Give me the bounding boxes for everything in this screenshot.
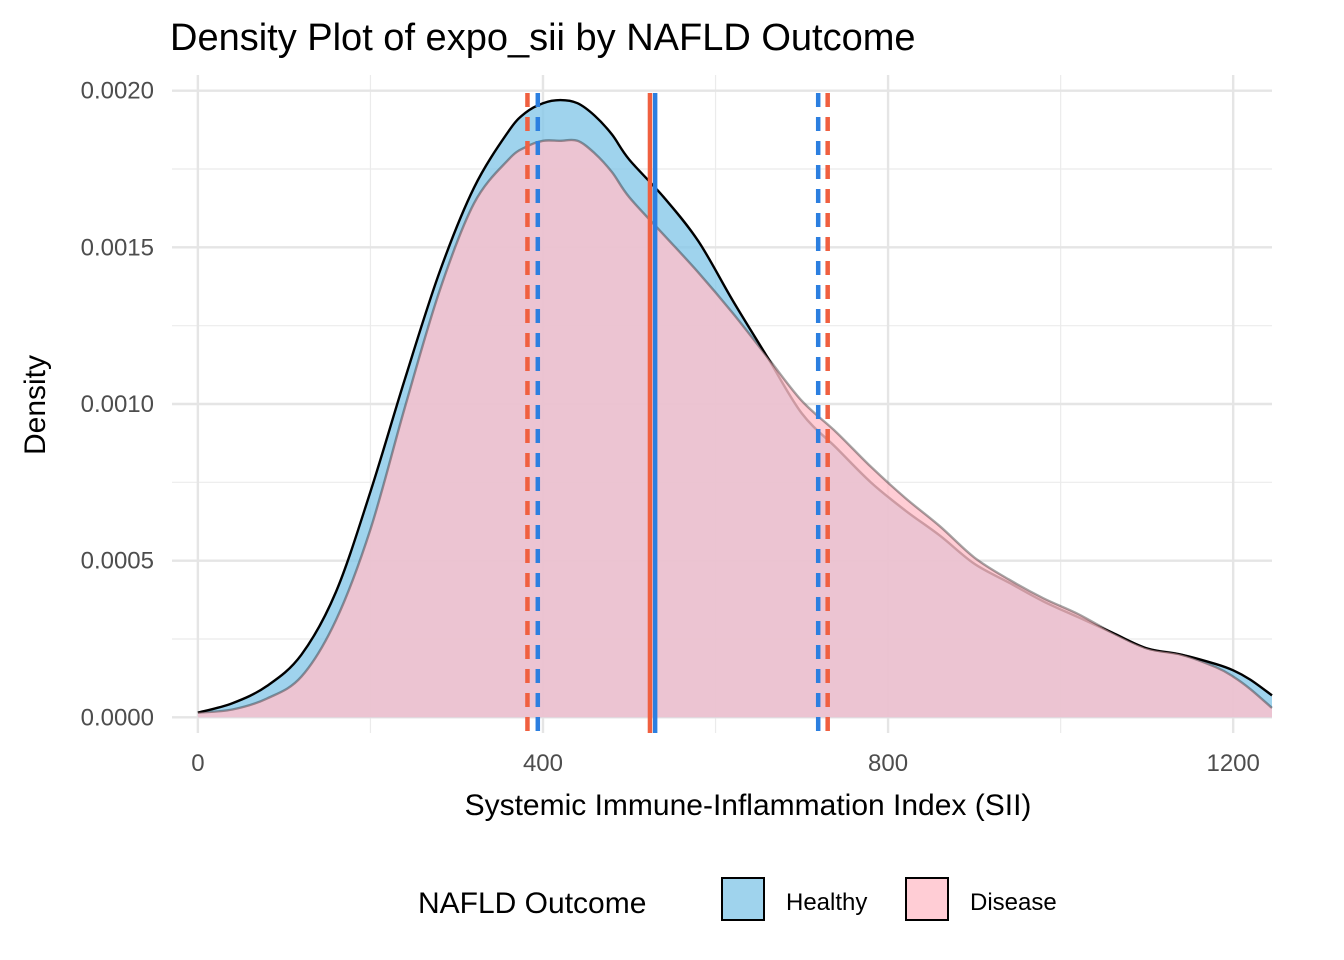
x-axis-ticks: 0 400 800 1200 xyxy=(191,750,1260,777)
legend-swatch-healthy xyxy=(721,877,765,921)
x-tick-label: 0 xyxy=(191,750,204,777)
x-axis-title: Systemic Immune-Inflammation Index (SII) xyxy=(465,789,1032,822)
legend-label-healthy: Healthy xyxy=(786,889,867,916)
y-tick-label: 0.0010 xyxy=(81,391,154,418)
x-tick-label: 400 xyxy=(523,750,563,777)
plot-panel xyxy=(172,75,1273,733)
y-tick-label: 0.0015 xyxy=(81,234,154,261)
legend-label-disease: Disease xyxy=(970,889,1057,916)
y-tick-label: 0.0020 xyxy=(81,78,154,105)
y-tick-label: 0.0005 xyxy=(81,548,154,575)
legend-swatch-disease xyxy=(905,877,949,921)
y-axis-ticks: 0.0000 0.0005 0.0010 0.0015 0.0020 xyxy=(81,78,154,732)
legend: NAFLD Outcome Healthy Disease xyxy=(418,877,1057,921)
y-tick-label: 0.0000 xyxy=(81,704,154,731)
quantile-lines xyxy=(525,93,830,733)
density-curve-disease xyxy=(197,138,1273,714)
legend-items: Healthy Disease xyxy=(721,877,1057,921)
y-axis-title: Density xyxy=(19,355,52,455)
x-tick-label: 800 xyxy=(868,750,908,777)
x-tick-label: 1200 xyxy=(1206,750,1259,777)
chart-title: Density Plot of expo_sii by NAFLD Outcom… xyxy=(170,17,916,59)
density-areas xyxy=(197,98,1273,718)
legend-title: NAFLD Outcome xyxy=(418,887,646,920)
density-area-disease xyxy=(197,139,1272,718)
